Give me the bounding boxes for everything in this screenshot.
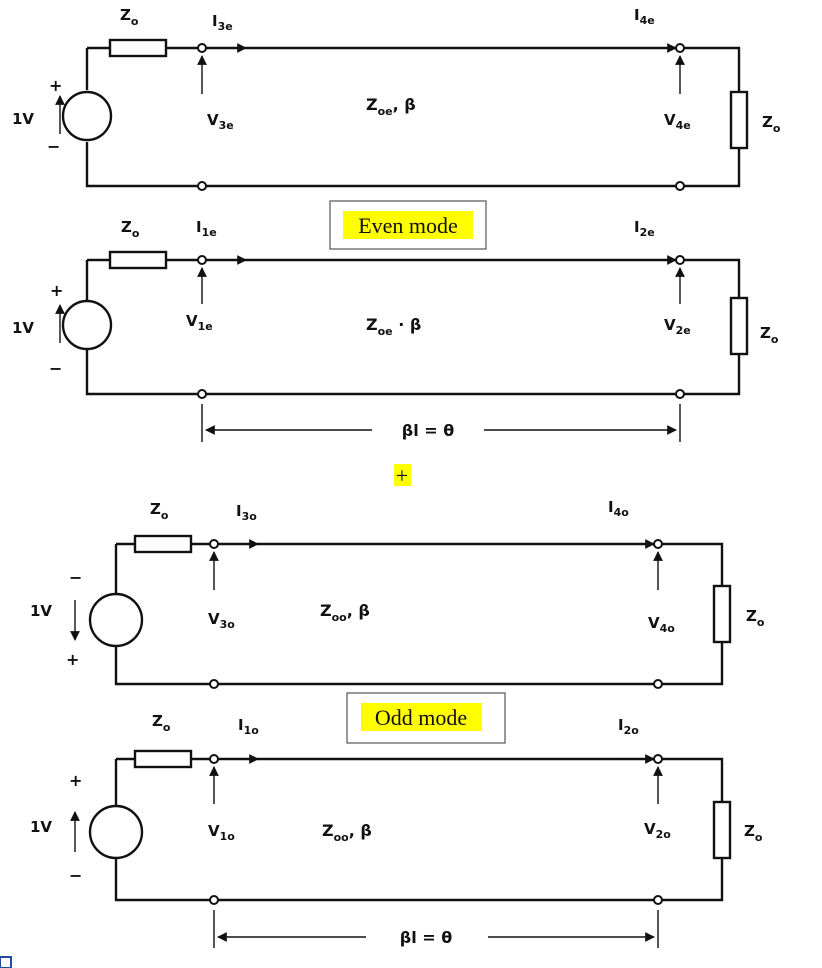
load-resistor [712,800,732,860]
even-top-circuit: + − 1V Zo Zo I3e I4e V3e V4e Zoe, β [12,6,781,191]
port-1-node [209,754,219,764]
load-impedance-label: Zo [760,324,779,346]
port-1-node [197,255,207,265]
voltage-source [61,299,113,351]
source-sign-top: − [69,568,82,587]
voltage-source [88,592,144,648]
line-impedance-label: Zoo, β [320,601,370,624]
voltage-out-label: V4e [664,111,691,132]
load-impedance-label: Zo [746,607,765,629]
current-out-label: I4o [608,498,629,519]
port-1-ground-node [197,389,207,399]
even-length-dimension: βl = θ [201,404,681,442]
line-impedance-label: Zoe · β [366,315,421,338]
load-resistor [729,296,749,356]
voltage-in-label: V1o [208,822,235,843]
load-impedance-label: Zo [762,113,781,135]
load-resistor [729,90,749,150]
source-sign-bottom: − [47,137,60,156]
current-out-label: I2e [634,218,655,239]
line-impedance-label: Zoo, β [322,821,372,844]
voltage-in-label: V1e [186,312,213,333]
source-sign-bottom: + [66,650,79,669]
source-resistor [133,749,193,769]
even-mode-label: Even mode [329,200,487,250]
odd-mode-label: Odd mode [346,692,506,744]
odd-bottom-circuit: + − 1V Zo Zo I1o I2o V1o V2o Zoo, β [30,712,763,905]
source-resistor [133,534,193,554]
source-voltage-label: 1V [30,602,52,620]
current-in-label: I3o [236,502,257,523]
source-resistor [108,250,168,270]
voltage-in-label: V3o [208,610,235,631]
source-sign-bottom: − [49,359,62,378]
odd-mode-text: Odd mode [375,705,467,730]
voltage-source [88,804,144,860]
voltage-in-label: V3e [207,111,234,132]
port-4-ground-node [675,181,685,191]
source-sign-top: + [49,76,62,95]
current-out-label: I4e [634,6,655,27]
source-voltage-label: 1V [12,110,34,128]
port-4-node [653,539,663,549]
source-resistor [108,38,168,58]
odd-top-circuit: − + 1V Zo Zo I3o I4o V3o V4o Zoo, β [30,498,765,689]
line-impedance-label: Zoe, β [366,95,416,118]
current-in-label: I1e [196,218,217,239]
length-label: βl = θ [400,928,452,947]
current-in-label: I1o [238,716,259,737]
even-bottom-circuit: + − 1V Zo Zo I1e I2e V1e V2e Zoe · β [12,218,779,399]
source-sign-bottom: − [69,866,82,885]
current-out-label: I2o [618,716,639,737]
current-in-label: I3e [212,12,233,33]
even-mode-text: Even mode [358,213,458,238]
port-2-ground-node [653,895,663,905]
port-2-node [653,754,663,764]
source-impedance-label: Zo [121,218,140,240]
port-3-node [209,539,219,549]
port-4-ground-node [653,679,663,689]
plus-text: + [396,463,408,488]
load-impedance-label: Zo [744,822,763,844]
port-3-ground-node [209,679,219,689]
load-resistor [712,584,732,644]
voltage-out-label: V2o [644,820,671,841]
odd-length-dimension: βl = θ [213,910,659,948]
source-sign-top: + [69,771,82,790]
voltage-out-label: V2e [664,316,691,337]
port-2-node [675,255,685,265]
source-impedance-label: Zo [152,712,171,734]
plus-sign: + [394,463,411,488]
port-3-ground-node [197,181,207,191]
corner-marker [0,956,12,968]
source-voltage-label: 1V [30,818,52,836]
source-impedance-label: Zo [120,6,139,28]
voltage-out-label: V4o [648,614,675,635]
port-2-ground-node [675,389,685,399]
source-sign-top: + [50,281,63,300]
port-1-ground-node [209,895,219,905]
port-3-node [197,43,207,53]
voltage-source [61,90,113,142]
port-4-node [675,43,685,53]
length-label: βl = θ [402,421,454,440]
source-impedance-label: Zo [150,500,169,522]
source-voltage-label: 1V [12,319,34,337]
